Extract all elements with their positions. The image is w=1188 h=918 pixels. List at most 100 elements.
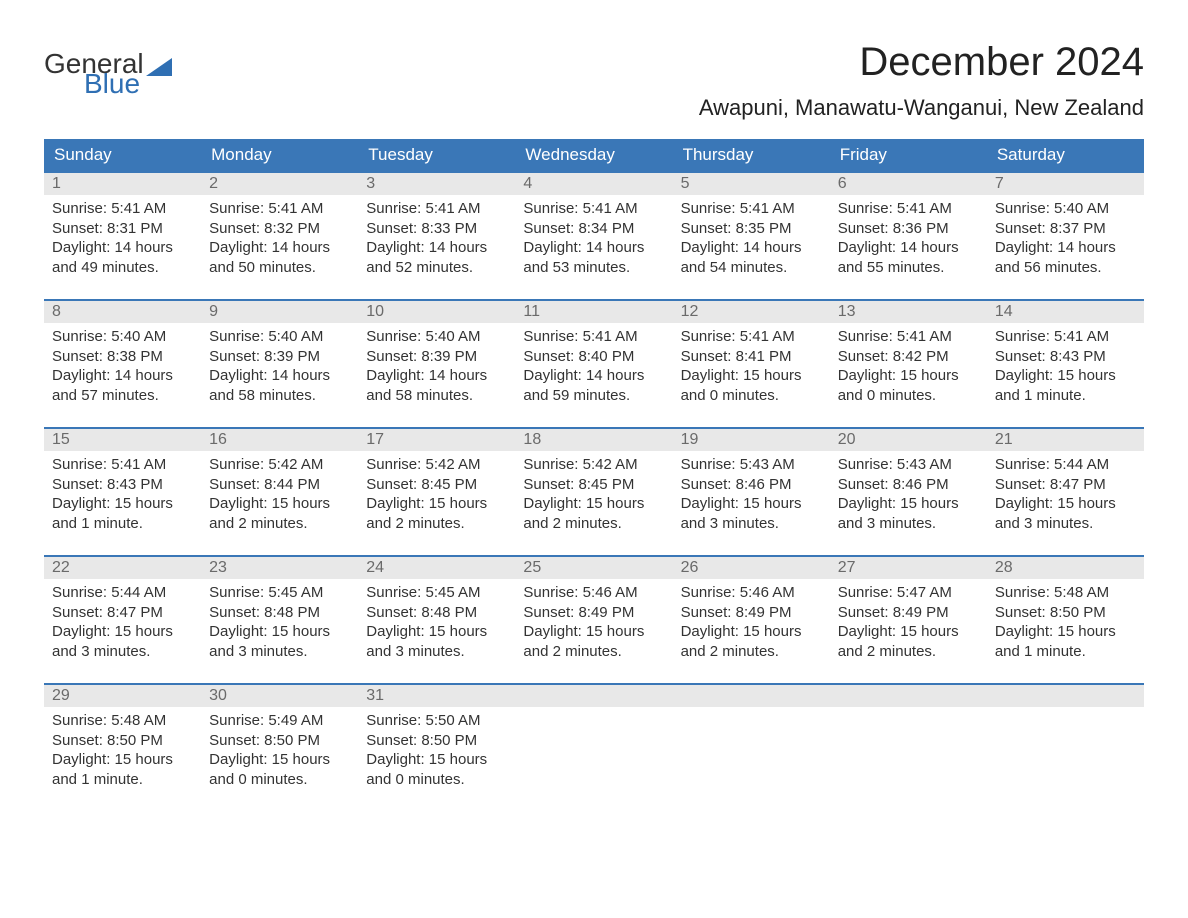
calendar-day-cell: 9Sunrise: 5:40 AMSunset: 8:39 PMDaylight… [201,300,358,428]
day-details: Sunrise: 5:44 AMSunset: 8:47 PMDaylight:… [44,579,201,669]
month-title: December 2024 [699,40,1144,85]
calendar-day-cell: 10Sunrise: 5:40 AMSunset: 8:39 PMDayligh… [358,300,515,428]
calendar-day-cell [673,684,830,812]
daylight-line: and 50 minutes. [209,258,350,278]
sunset-line: Sunset: 8:46 PM [681,475,822,495]
sunset-line: Sunset: 8:36 PM [838,219,979,239]
calendar-day-cell [515,684,672,812]
calendar-day-cell [987,684,1144,812]
day-number: 21 [987,429,1144,451]
sunrise-line: Sunrise: 5:41 AM [523,199,664,219]
sunset-line: Sunset: 8:39 PM [209,347,350,367]
daylight-line: and 0 minutes. [681,386,822,406]
day-number: 5 [673,173,830,195]
sunrise-line: Sunrise: 5:44 AM [52,583,193,603]
calendar-day-cell: 14Sunrise: 5:41 AMSunset: 8:43 PMDayligh… [987,300,1144,428]
daylight-line: and 53 minutes. [523,258,664,278]
sunset-line: Sunset: 8:43 PM [52,475,193,495]
sunset-line: Sunset: 8:49 PM [681,603,822,623]
daylight-line: Daylight: 15 hours [52,622,193,642]
day-details: Sunrise: 5:42 AMSunset: 8:45 PMDaylight:… [358,451,515,541]
daylight-line: Daylight: 14 hours [52,238,193,258]
sunrise-line: Sunrise: 5:43 AM [838,455,979,475]
daylight-line: Daylight: 15 hours [681,366,822,386]
daylight-line: and 0 minutes. [838,386,979,406]
day-details: Sunrise: 5:41 AMSunset: 8:32 PMDaylight:… [201,195,358,285]
sunrise-line: Sunrise: 5:41 AM [52,455,193,475]
sunrise-line: Sunrise: 5:41 AM [995,327,1136,347]
day-number: 15 [44,429,201,451]
daylight-line: and 54 minutes. [681,258,822,278]
sunset-line: Sunset: 8:50 PM [995,603,1136,623]
calendar-day-cell: 25Sunrise: 5:46 AMSunset: 8:49 PMDayligh… [515,556,672,684]
day-header: Tuesday [358,139,515,172]
day-number: 28 [987,557,1144,579]
daylight-line: Daylight: 15 hours [838,494,979,514]
sunrise-line: Sunrise: 5:41 AM [523,327,664,347]
day-header: Wednesday [515,139,672,172]
day-details: Sunrise: 5:40 AMSunset: 8:39 PMDaylight:… [201,323,358,413]
calendar-day-cell: 6Sunrise: 5:41 AMSunset: 8:36 PMDaylight… [830,172,987,300]
daylight-line: Daylight: 14 hours [366,238,507,258]
day-number: 30 [201,685,358,707]
sunrise-line: Sunrise: 5:48 AM [52,711,193,731]
day-number: 4 [515,173,672,195]
day-number: 24 [358,557,515,579]
daylight-line: Daylight: 15 hours [366,622,507,642]
daylight-line: and 2 minutes. [523,642,664,662]
day-details: Sunrise: 5:40 AMSunset: 8:39 PMDaylight:… [358,323,515,413]
calendar-day-cell: 2Sunrise: 5:41 AMSunset: 8:32 PMDaylight… [201,172,358,300]
daylight-line: Daylight: 14 hours [523,238,664,258]
daylight-line: and 1 minute. [52,514,193,534]
daylight-line: Daylight: 15 hours [52,750,193,770]
day-number: 31 [358,685,515,707]
daylight-line: Daylight: 15 hours [209,622,350,642]
calendar-day-cell: 29 Sunrise: 5:48 AMSunset: 8:50 PMDayligh… [44,684,201,812]
day-number: 8 [44,301,201,323]
day-number: 19 [673,429,830,451]
daylight-line: and 2 minutes. [838,642,979,662]
calendar-day-cell: 16Sunrise: 5:42 AMSunset: 8:44 PMDayligh… [201,428,358,556]
calendar-day-cell: 7Sunrise: 5:40 AMSunset: 8:37 PMDaylight… [987,172,1144,300]
sunset-line: Sunset: 8:35 PM [681,219,822,239]
sunrise-line: Sunrise: 5:48 AM [995,583,1136,603]
sunset-line: Sunset: 8:50 PM [52,731,193,751]
daylight-line: and 1 minute. [995,386,1136,406]
calendar-day-cell: 20Sunrise: 5:43 AMSunset: 8:46 PMDayligh… [830,428,987,556]
daylight-line: and 2 minutes. [681,642,822,662]
day-details: Sunrise: 5:40 AMSunset: 8:37 PMDaylight:… [987,195,1144,285]
sunrise-line: Sunrise: 5:41 AM [681,199,822,219]
sunrise-line: Sunrise: 5:41 AM [366,199,507,219]
day-number: 11 [515,301,672,323]
sunset-line: Sunset: 8:49 PM [838,603,979,623]
sunrise-line: Sunrise: 5:50 AM [366,711,507,731]
daylight-line: and 3 minutes. [838,514,979,534]
day-details: Sunrise: 5:41 AMSunset: 8:41 PMDaylight:… [673,323,830,413]
calendar-day-cell: 12Sunrise: 5:41 AMSunset: 8:41 PMDayligh… [673,300,830,428]
sunrise-line: Sunrise: 5:41 AM [52,199,193,219]
sunset-line: Sunset: 8:41 PM [681,347,822,367]
sunset-line: Sunset: 8:37 PM [995,219,1136,239]
sunset-line: Sunset: 8:32 PM [209,219,350,239]
daylight-line: and 59 minutes. [523,386,664,406]
day-number: 14 [987,301,1144,323]
day-number: 6 [830,173,987,195]
daylight-line: Daylight: 15 hours [838,366,979,386]
daylight-line: and 49 minutes. [52,258,193,278]
sunrise-line: Sunrise: 5:42 AM [209,455,350,475]
calendar-day-cell: 24Sunrise: 5:45 AMSunset: 8:48 PMDayligh… [358,556,515,684]
day-number: 25 [515,557,672,579]
calendar-day-cell: 5Sunrise: 5:41 AMSunset: 8:35 PMDaylight… [673,172,830,300]
day-number: 29 [44,685,201,707]
calendar-day-cell: 8Sunrise: 5:40 AMSunset: 8:38 PMDaylight… [44,300,201,428]
empty-day-number [515,685,672,707]
calendar-day-cell: 30Sunrise: 5:49 AMSunset: 8:50 PMDayligh… [201,684,358,812]
daylight-line: Daylight: 15 hours [995,366,1136,386]
daylight-line: Daylight: 14 hours [366,366,507,386]
sunrise-line: Sunrise: 5:40 AM [366,327,507,347]
sunrise-line: Sunrise: 5:41 AM [838,199,979,219]
daylight-line: Daylight: 15 hours [523,494,664,514]
calendar-day-cell: 27Sunrise: 5:47 AMSunset: 8:49 PMDayligh… [830,556,987,684]
calendar-day-cell: 18Sunrise: 5:42 AMSunset: 8:45 PMDayligh… [515,428,672,556]
sunset-line: Sunset: 8:31 PM [52,219,193,239]
